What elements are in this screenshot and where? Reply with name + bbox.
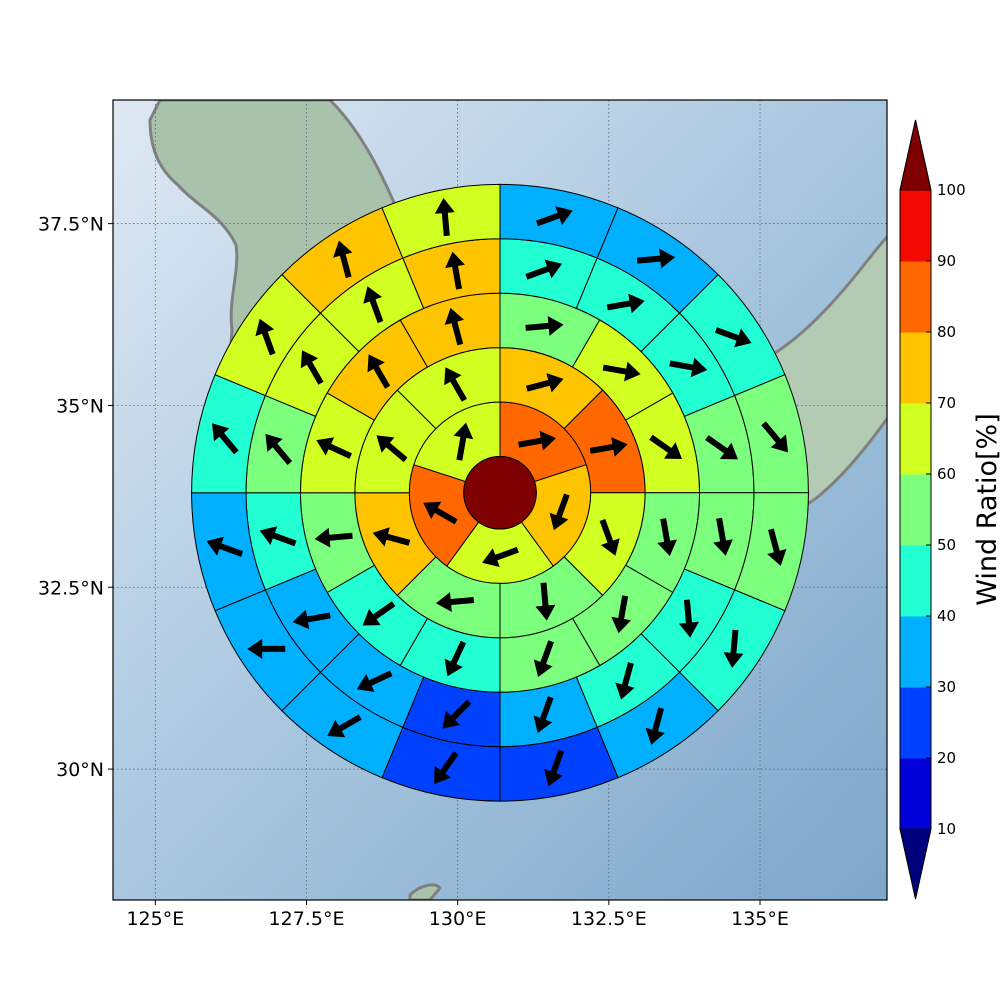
arrow-r4-s9 [356, 670, 393, 692]
arrow-r3-s9 [316, 437, 352, 459]
arrow-r1-s1 [549, 493, 570, 531]
arrow-r3-s0 [525, 316, 564, 336]
arrow-r2-s4 [435, 592, 475, 612]
colorbar-tick-label-6: 70 [937, 394, 956, 412]
arrow-r5-s3 [761, 421, 788, 453]
arrow-r5-s1 [637, 248, 676, 269]
arrow-r4-s11 [259, 526, 297, 547]
arrow-r5-s13 [255, 318, 276, 356]
arrow-r5-s0 [536, 206, 573, 227]
colorbar-tick-label-0: 10 [937, 820, 956, 838]
colorbar-tick-label-3: 40 [937, 607, 956, 625]
colorbar-tick-label-4: 50 [937, 536, 956, 554]
arrow-r5-s12 [212, 423, 239, 455]
colorbar-bin-1 [900, 687, 931, 759]
colorbar-tick-label-8: 90 [937, 252, 956, 270]
arrow-r1-s3 [423, 501, 458, 525]
arrow-r5-s9 [327, 714, 362, 738]
arrow-r5-s4 [767, 528, 787, 566]
arrow-r5-s2 [714, 327, 752, 348]
colorbar: 10 20 30 40 50 60 70 80 90 100 Wind Ratio[%] [899, 119, 1000, 900]
colorbar-bin-8 [900, 190, 931, 262]
arrow-r5-s14 [333, 240, 353, 279]
colorbar-title: Wind Ratio[%] [972, 413, 1000, 605]
arrow-r1-s2 [482, 546, 519, 567]
arrow-r4-s8 [442, 699, 472, 729]
arrow-r4-s12 [265, 433, 293, 465]
arrow-r5-s15 [434, 198, 455, 237]
x-tick-label-4: 135°E [731, 908, 789, 930]
colorbar-bin-0 [900, 758, 931, 830]
arrow-r5-s11 [206, 536, 244, 557]
x-tick-label-1: 127.5°E [269, 908, 345, 930]
arrow-r4-s7 [533, 696, 554, 733]
arrow-r4-s1 [606, 293, 645, 314]
arrow-r3-s7 [362, 601, 396, 626]
y-tick-label-1: 32.5°N [38, 577, 104, 599]
y-tick-label-2: 35°N [56, 395, 104, 417]
colorbar-bin-3 [900, 545, 931, 617]
arrow-r2-s5 [372, 527, 411, 547]
colorbar-tick-label-9: 100 [937, 181, 966, 199]
arrow-r3-s3 [657, 518, 677, 556]
arrow-r4-s3 [705, 435, 738, 460]
arrow-r2-s2 [599, 519, 620, 556]
south-islet [408, 883, 442, 900]
arrow-r3-s11 [444, 307, 464, 346]
arrow-r3-s2 [649, 434, 682, 459]
y-axis-ticks: 30°N 32.5°N 35°N 37.5°N [38, 214, 113, 781]
arrow-r5-s7 [544, 749, 565, 787]
arrow-r4-s15 [445, 251, 465, 290]
colorbar-bin-4 [900, 474, 931, 546]
arrow-r4-s4 [713, 517, 733, 556]
arrow-r2-s1 [589, 437, 628, 457]
arrow-r3-s8 [314, 527, 353, 548]
arrow-r1-s4 [453, 422, 474, 461]
arrow-r4-s0 [525, 259, 563, 280]
x-axis-ticks: 125°E 127.5°E 130°E 132.5°E 135°E [126, 900, 789, 930]
arrow-r2-s3 [535, 582, 556, 621]
arrow-r4-s13 [300, 350, 324, 385]
x-tick-label-2: 130°E [429, 908, 487, 930]
arrow-r3-s10 [367, 354, 391, 389]
arrow-r5-s10 [247, 638, 286, 659]
colorbar-under-triangle [899, 828, 932, 900]
arrow-r5-s5 [723, 629, 744, 668]
arrow-r4-s2 [669, 357, 708, 378]
colorbar-tick-label-5: 60 [937, 465, 956, 483]
arrow-r5-s8 [434, 751, 459, 785]
y-tick-label-0: 30°N [56, 759, 104, 781]
cell-r5-s15 [381, 183, 501, 259]
colorbar-tick-label-1: 20 [937, 749, 956, 767]
y-tick-label-3: 37.5°N [38, 214, 104, 236]
arrow-r4-s10 [292, 609, 331, 630]
x-tick-label-3: 132.5°E [571, 908, 647, 930]
arrow-r2-s6 [376, 435, 408, 463]
arrow-r1-s0 [518, 430, 556, 451]
arrow-r4-s6 [615, 662, 635, 700]
arrow-r2-s7 [444, 367, 467, 402]
arrow-r4-s14 [363, 286, 384, 324]
arrow-r3-s5 [533, 640, 554, 677]
arrow-r5-s6 [645, 707, 665, 745]
colorbar-over-triangle [899, 119, 932, 191]
colorbar-bin-2 [900, 616, 931, 688]
colorbar-bin-6 [900, 332, 931, 404]
colorbar-bin-7 [900, 261, 931, 333]
arrow-r2-s0 [526, 373, 564, 393]
arrow-r3-s4 [611, 595, 631, 634]
colorbar-tick-label-7: 80 [937, 323, 956, 341]
x-tick-label-0: 125°E [126, 908, 184, 930]
colorbar-tick-label-2: 30 [937, 678, 956, 696]
arrow-r3-s6 [444, 640, 467, 677]
wind-direction-arrows [206, 198, 788, 787]
arrow-r3-s1 [602, 361, 641, 382]
wind-ratio-cells [192, 183, 809, 802]
map-frame [112, 99, 888, 901]
arrow-r4-s5 [678, 599, 699, 638]
cell-center [463, 455, 537, 530]
colorbar-bin-5 [900, 403, 931, 475]
